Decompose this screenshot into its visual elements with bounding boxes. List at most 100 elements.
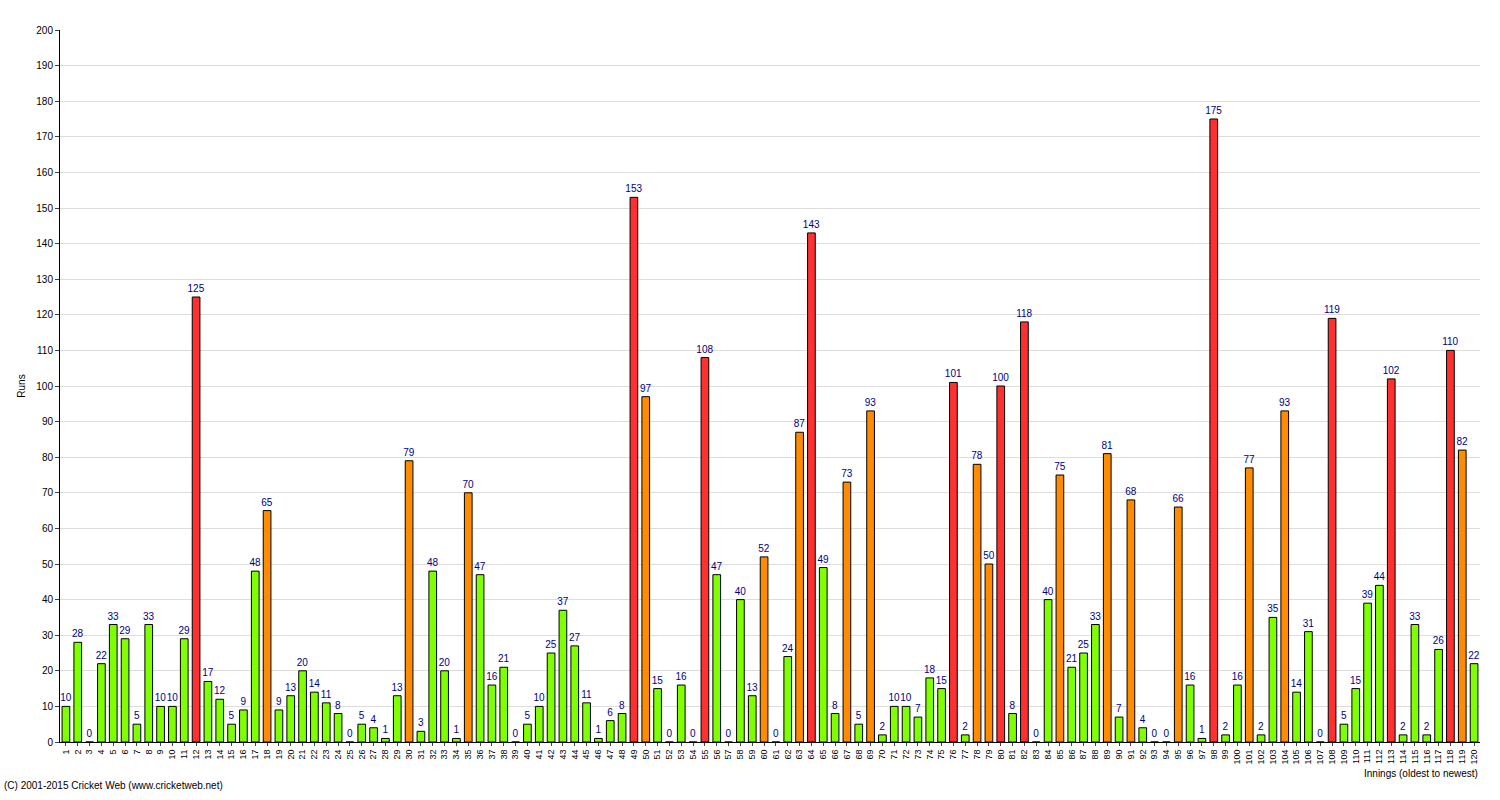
svg-text:180: 180 xyxy=(36,96,53,107)
svg-text:153: 153 xyxy=(625,183,642,194)
svg-text:140: 140 xyxy=(36,238,53,249)
svg-text:100: 100 xyxy=(992,372,1009,383)
svg-text:74: 74 xyxy=(925,750,935,760)
svg-text:10: 10 xyxy=(888,692,900,703)
svg-text:40: 40 xyxy=(522,750,532,760)
svg-text:62: 62 xyxy=(783,750,793,760)
svg-text:32: 32 xyxy=(428,750,438,760)
svg-text:119: 119 xyxy=(1457,750,1467,764)
svg-text:90: 90 xyxy=(1114,750,1124,760)
svg-text:14: 14 xyxy=(1291,678,1303,689)
svg-text:14: 14 xyxy=(215,750,225,760)
svg-text:102: 102 xyxy=(1256,750,1266,765)
svg-text:7: 7 xyxy=(132,750,142,755)
svg-text:1: 1 xyxy=(382,724,388,735)
svg-text:110: 110 xyxy=(1442,336,1458,347)
svg-text:97: 97 xyxy=(640,383,652,394)
svg-text:93: 93 xyxy=(1150,750,1160,760)
svg-text:7: 7 xyxy=(1116,703,1122,714)
svg-text:61: 61 xyxy=(771,750,781,760)
svg-text:11: 11 xyxy=(179,750,189,759)
svg-text:0: 0 xyxy=(666,728,672,739)
svg-text:69: 69 xyxy=(866,750,876,760)
svg-text:88: 88 xyxy=(1090,750,1100,760)
svg-text:5: 5 xyxy=(229,710,235,721)
svg-text:28: 28 xyxy=(380,750,390,760)
svg-text:44: 44 xyxy=(570,750,580,760)
svg-text:1: 1 xyxy=(1199,724,1205,735)
svg-text:40: 40 xyxy=(735,586,747,597)
svg-text:6: 6 xyxy=(607,707,613,718)
svg-text:33: 33 xyxy=(107,611,119,622)
svg-text:16: 16 xyxy=(486,671,498,682)
svg-text:10: 10 xyxy=(60,692,72,703)
svg-text:33: 33 xyxy=(1409,611,1421,622)
svg-text:110: 110 xyxy=(37,345,53,356)
svg-text:8: 8 xyxy=(1010,700,1016,711)
svg-text:37: 37 xyxy=(487,750,497,760)
svg-text:3: 3 xyxy=(85,750,95,755)
svg-text:39: 39 xyxy=(511,750,521,760)
svg-text:35: 35 xyxy=(1267,603,1279,614)
svg-text:81: 81 xyxy=(1008,750,1018,760)
svg-text:60: 60 xyxy=(42,523,54,534)
svg-text:26: 26 xyxy=(1433,635,1445,646)
svg-text:78: 78 xyxy=(972,750,982,760)
svg-text:12: 12 xyxy=(214,685,226,696)
svg-text:16: 16 xyxy=(238,750,248,760)
svg-text:22: 22 xyxy=(309,750,319,760)
svg-text:13: 13 xyxy=(203,750,213,760)
svg-text:105: 105 xyxy=(1292,750,1302,765)
svg-text:84: 84 xyxy=(1043,750,1053,760)
svg-text:Innings (oldest to newest): Innings (oldest to newest) xyxy=(1364,768,1478,779)
svg-text:4: 4 xyxy=(371,714,377,725)
svg-text:80: 80 xyxy=(996,750,1006,760)
svg-text:8: 8 xyxy=(335,700,341,711)
svg-text:68: 68 xyxy=(854,750,864,760)
svg-text:2: 2 xyxy=(879,721,885,732)
svg-text:85: 85 xyxy=(1055,750,1065,760)
svg-text:52: 52 xyxy=(758,543,770,554)
svg-text:30: 30 xyxy=(404,750,414,760)
svg-text:116: 116 xyxy=(1422,750,1432,764)
svg-text:150: 150 xyxy=(36,203,53,214)
svg-text:2: 2 xyxy=(962,721,968,732)
svg-text:16: 16 xyxy=(1184,671,1196,682)
svg-text:81: 81 xyxy=(1101,440,1113,451)
svg-text:0: 0 xyxy=(726,728,732,739)
svg-text:0: 0 xyxy=(773,728,779,739)
svg-text:8: 8 xyxy=(144,750,154,755)
svg-text:33: 33 xyxy=(440,750,450,760)
svg-text:9: 9 xyxy=(276,696,282,707)
svg-text:30: 30 xyxy=(42,630,54,641)
svg-text:104: 104 xyxy=(1280,750,1290,765)
svg-text:8: 8 xyxy=(619,700,625,711)
svg-text:29: 29 xyxy=(178,625,190,636)
svg-text:70: 70 xyxy=(42,487,54,498)
svg-text:118: 118 xyxy=(1016,308,1032,319)
svg-text:0: 0 xyxy=(87,728,93,739)
svg-text:102: 102 xyxy=(1383,365,1400,376)
svg-text:29: 29 xyxy=(119,625,131,636)
svg-text:57: 57 xyxy=(724,750,734,760)
svg-text:97: 97 xyxy=(1197,750,1207,760)
svg-text:2: 2 xyxy=(1424,721,1430,732)
svg-text:48: 48 xyxy=(249,557,261,568)
svg-text:40: 40 xyxy=(42,594,54,605)
svg-text:25: 25 xyxy=(545,639,557,650)
svg-text:21: 21 xyxy=(1066,653,1078,664)
svg-text:2: 2 xyxy=(1400,721,1406,732)
svg-text:0: 0 xyxy=(690,728,696,739)
svg-text:1: 1 xyxy=(453,724,459,735)
svg-text:100: 100 xyxy=(1232,750,1242,765)
svg-text:28: 28 xyxy=(72,628,84,639)
svg-text:6: 6 xyxy=(120,750,130,755)
svg-text:27: 27 xyxy=(369,750,379,760)
svg-text:77: 77 xyxy=(1243,454,1255,465)
svg-text:70: 70 xyxy=(462,479,474,490)
svg-text:115: 115 xyxy=(1410,750,1420,764)
svg-text:71: 71 xyxy=(889,750,899,760)
svg-text:170: 170 xyxy=(36,131,53,142)
svg-text:37: 37 xyxy=(557,596,569,607)
svg-text:43: 43 xyxy=(558,750,568,760)
